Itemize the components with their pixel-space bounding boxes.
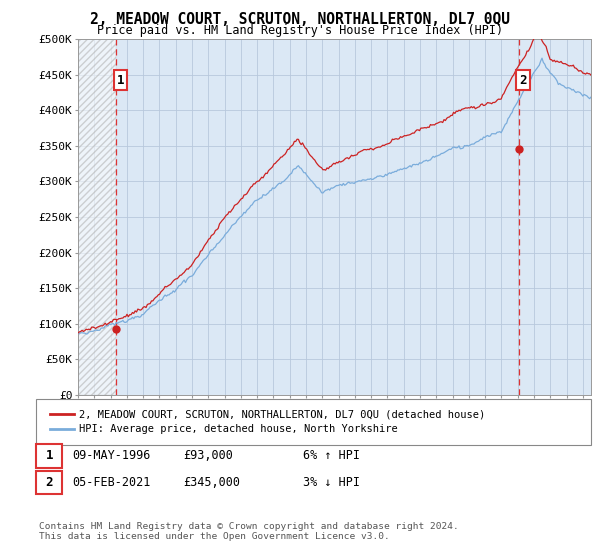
Text: 1: 1 [117, 73, 124, 87]
Text: Price paid vs. HM Land Registry's House Price Index (HPI): Price paid vs. HM Land Registry's House … [97, 24, 503, 37]
Text: 3% ↓ HPI: 3% ↓ HPI [303, 476, 360, 489]
Text: 2: 2 [520, 73, 527, 87]
Text: 2, MEADOW COURT, SCRUTON, NORTHALLERTON, DL7 0QU (detached house): 2, MEADOW COURT, SCRUTON, NORTHALLERTON,… [79, 409, 485, 419]
Text: £345,000: £345,000 [183, 476, 240, 489]
Text: 05-FEB-2021: 05-FEB-2021 [73, 476, 151, 489]
Text: HPI: Average price, detached house, North Yorkshire: HPI: Average price, detached house, Nort… [79, 424, 397, 434]
Text: 6% ↑ HPI: 6% ↑ HPI [303, 449, 360, 463]
Text: 09-MAY-1996: 09-MAY-1996 [73, 449, 151, 463]
Text: 2, MEADOW COURT, SCRUTON, NORTHALLERTON, DL7 0QU: 2, MEADOW COURT, SCRUTON, NORTHALLERTON,… [90, 12, 510, 27]
Text: Contains HM Land Registry data © Crown copyright and database right 2024.
This d: Contains HM Land Registry data © Crown c… [39, 522, 459, 542]
Text: 1: 1 [46, 449, 53, 463]
Text: 2: 2 [46, 476, 53, 489]
Text: £93,000: £93,000 [183, 449, 233, 463]
Bar [78, 39, 116, 395]
